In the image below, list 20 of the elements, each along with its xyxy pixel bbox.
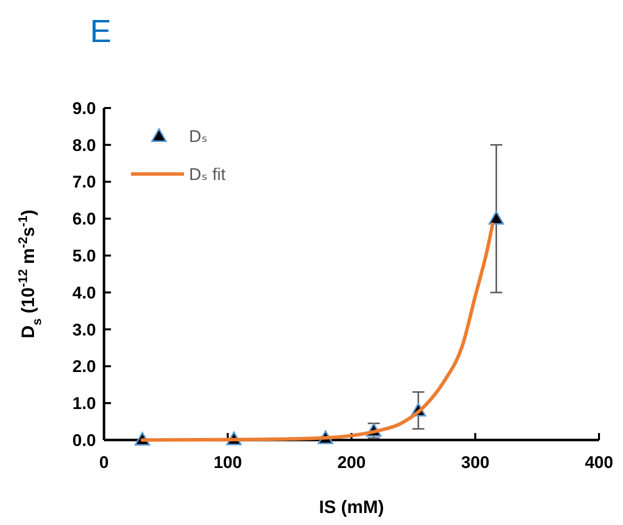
y-tick-label: 8.0 [72,136,96,155]
legend-label: Dₛ [189,126,208,146]
legend-label: Dₛ fit [189,164,226,184]
y-tick-label: 9.0 [72,98,96,118]
x-axis-title: IS (mM) [319,497,384,517]
y-tick-label: 0.0 [72,430,96,450]
y-tick-label: 7.0 [72,172,96,192]
point [488,210,504,225]
y-tick-label: 4.0 [72,283,96,302]
chart-title: E [90,13,112,49]
y-tick-label: 2.0 [72,357,96,376]
y-tick-label: 5.0 [72,246,96,266]
x-tick-label: 300 [461,453,490,472]
x-tick-label: 100 [214,453,242,472]
y-tick-label: 6.0 [72,210,96,229]
x-tick-label: 200 [337,453,366,472]
x-tick-label: 400 [584,453,614,472]
y-tick-label: 3.0 [72,320,96,340]
x-tick-label: 0 [99,453,109,472]
y-tick-label: 1.0 [72,394,96,414]
